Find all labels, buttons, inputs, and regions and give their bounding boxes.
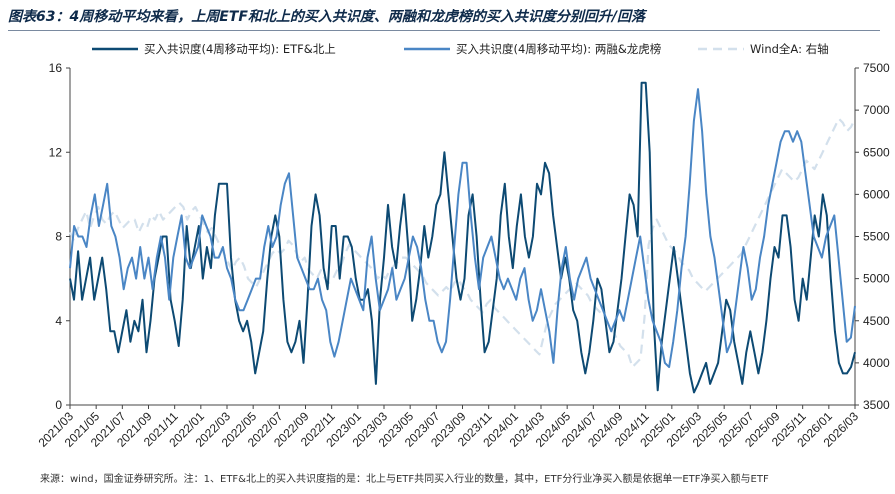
- right-tick-label: 5000: [863, 272, 890, 286]
- series-line-etf-northbound: [69, 81, 856, 394]
- legend-label: 买入共识度(4周移动平均): 两融&龙虎榜: [456, 42, 661, 56]
- right-tick-label: 4000: [863, 356, 890, 370]
- legend-item-wind-a: Wind全A: 右轴: [698, 42, 829, 56]
- left-tick-label: 0: [55, 398, 62, 412]
- right-tick-label: 3500: [863, 398, 890, 412]
- title-divider: [8, 30, 880, 31]
- source-footnote: 来源：wind，国金证券研究所。注：1、ETF&北上的买入共识度指的是：北上与E…: [40, 474, 769, 485]
- right-tick-label: 7000: [863, 103, 890, 117]
- right-tick-label: 6000: [863, 187, 890, 201]
- left-tick-label: 4: [55, 314, 62, 328]
- right-tick-label: 4500: [863, 314, 890, 328]
- left-tick-label: 12: [49, 145, 63, 159]
- right-tick-label: 7500: [863, 61, 890, 75]
- legend: 买入共识度(4周移动平均): ETF&北上 买入共识度(4周移动平均): 两融&龙…: [92, 42, 829, 56]
- series-layer: [69, 81, 856, 394]
- legend-label: 买入共识度(4周移动平均): ETF&北上: [144, 42, 336, 56]
- chart-title: 图表63：4周移动平均来看，上周ETF和北上的买入共识度、两融和龙虎榜的买入共识…: [8, 9, 646, 25]
- left-tick-label: 8: [55, 230, 62, 244]
- series-line-margin-dragon-tiger: [69, 88, 856, 369]
- right-tick-label: 5500: [863, 230, 890, 244]
- left-tick-label: 16: [49, 61, 63, 75]
- legend-item-margin-dragon-tiger: 买入共识度(4周移动平均): 两融&龙虎榜: [404, 42, 661, 56]
- line-chart: 0 4 8 12 16 3500 4000 4500 5000 5500 6000 6500 7000 7…: [36, 42, 890, 450]
- legend-label: Wind全A: 右轴: [750, 42, 829, 56]
- legend-item-etf-northbound: 买入共识度(4周移动平均): ETF&北上: [92, 42, 336, 56]
- right-tick-label: 6500: [863, 145, 890, 159]
